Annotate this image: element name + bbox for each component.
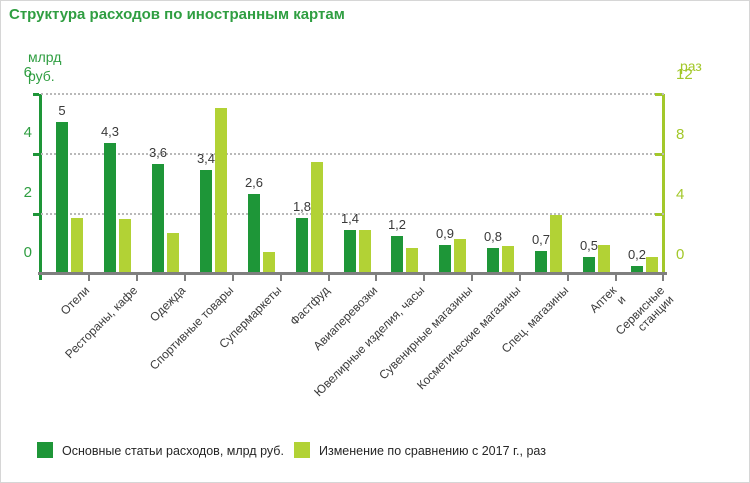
- bar-main-8: [391, 236, 403, 272]
- bar-main-13: [631, 266, 643, 272]
- legend-label-main-series: Основные статьи расходов, млрд руб.: [62, 444, 284, 458]
- bar-change-3: [167, 233, 179, 272]
- right-axis-tick: [655, 213, 662, 216]
- x-axis-tick: [136, 275, 138, 281]
- right-axis-tick-label: 12: [676, 66, 693, 83]
- left-axis-tick-label: 4: [23, 124, 32, 141]
- left-axis-unit-label: млрд руб.: [28, 49, 62, 84]
- bar-change-6: [311, 162, 323, 272]
- bar-change-8: [406, 248, 418, 272]
- left-axis-tick: [33, 153, 39, 156]
- x-axis-tick: [88, 275, 90, 281]
- bar-change-12: [598, 245, 610, 272]
- bar-change-9: [454, 239, 466, 272]
- left-axis-tick-label: 0: [23, 244, 32, 261]
- gridline: [41, 213, 664, 215]
- x-axis-tick: [471, 275, 473, 281]
- x-axis-line: [38, 272, 667, 275]
- right-axis-tick-label: 4: [676, 186, 685, 203]
- bar-main-6: [296, 218, 308, 272]
- x-axis-tick: [423, 275, 425, 281]
- bar-value-label: 0,2: [627, 247, 647, 262]
- left-axis-tick: [33, 93, 39, 96]
- bar-main-9: [439, 245, 451, 272]
- legend-label-change-series: Изменение по сравнению с 2017 г., раз: [319, 444, 546, 458]
- x-axis-tick: [280, 275, 282, 281]
- bar-change-10: [502, 246, 514, 272]
- bar-value-label: 5: [58, 103, 66, 118]
- right-axis-tick-label: 0: [676, 246, 685, 263]
- bar-value-label: 3,4: [196, 151, 216, 166]
- x-axis-tick: [662, 275, 664, 281]
- legend-swatch-main-series: [37, 442, 53, 458]
- x-axis-tick: [375, 275, 377, 281]
- x-axis-tick: [615, 275, 617, 281]
- bar-value-label: 2,6: [244, 175, 264, 190]
- x-axis-tick: [328, 275, 330, 281]
- bar-change-4: [215, 108, 227, 272]
- bar-main-3: [152, 164, 164, 272]
- bar-value-label: 0,8: [483, 229, 503, 244]
- bar-value-label: 1,2: [387, 217, 407, 232]
- plot-area: 5 Отели 4,3 Рестораны, кафе 3,6 Одежда 3,4 Спор…: [33, 93, 676, 399]
- x-axis-tick: [232, 275, 234, 281]
- bar-value-label: 4,3: [100, 124, 120, 139]
- legend-swatch-change-series: [294, 442, 310, 458]
- chart-title: Структура расходов по иностранным картам: [9, 6, 345, 23]
- x-axis-tick: [184, 275, 186, 281]
- bar-main-7: [344, 230, 356, 272]
- bar-change-11: [550, 215, 562, 272]
- bar-change-13: [646, 257, 658, 272]
- bar-main-4: [200, 170, 212, 272]
- x-axis-tick: [567, 275, 569, 281]
- bar-value-label: 1,4: [340, 211, 360, 226]
- bar-main-5: [248, 194, 260, 272]
- left-axis-tick: [33, 213, 39, 216]
- bar-value-label: 1,8: [292, 199, 312, 214]
- bar-main-11: [535, 251, 547, 272]
- bar-change-1: [71, 218, 83, 272]
- x-axis-tick: [519, 275, 521, 281]
- gridline: [41, 93, 664, 95]
- right-axis-tick: [655, 93, 662, 96]
- left-axis-line: [39, 94, 42, 280]
- bar-main-10: [487, 248, 499, 272]
- gridline: [41, 153, 664, 155]
- left-axis-tick-label: 6: [23, 64, 32, 81]
- right-axis-tick-label: 8: [676, 126, 685, 143]
- bar-change-2: [119, 219, 131, 272]
- left-axis-tick-label: 2: [23, 184, 32, 201]
- right-axis-line: [662, 94, 665, 274]
- right-axis-unit-label: раз: [680, 58, 702, 74]
- bar-main-2: [104, 143, 116, 272]
- bar-change-5: [263, 252, 275, 272]
- bar-value-label: 3,6: [148, 145, 168, 160]
- legend: Основные статьи расходов, млрд руб. Изме…: [1, 439, 749, 465]
- bar-main-12: [583, 257, 595, 272]
- bar-value-label: 0,7: [531, 232, 551, 247]
- bar-value-label: 0,9: [435, 226, 455, 241]
- bar-change-7: [359, 230, 371, 272]
- bar-value-label: 0,5: [579, 238, 599, 253]
- bar-main-1: [56, 122, 68, 272]
- right-axis-tick: [655, 153, 662, 156]
